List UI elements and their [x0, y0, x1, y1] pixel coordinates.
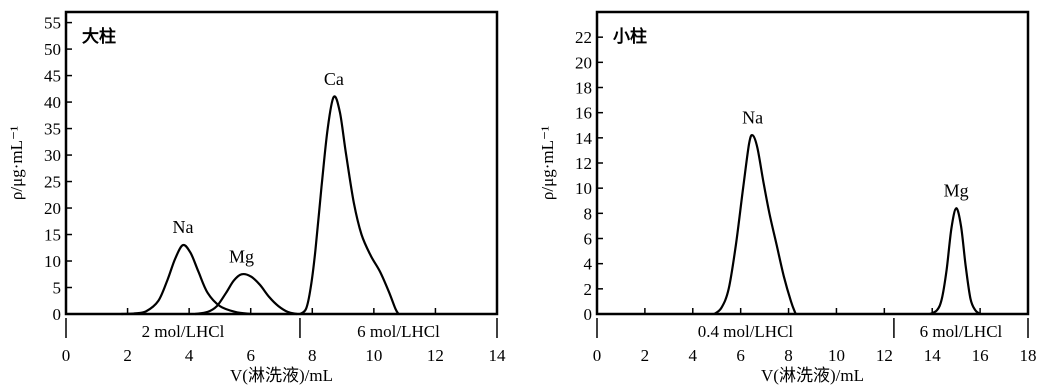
x-tick-label: 8: [308, 346, 317, 365]
x-tick-label: 12: [427, 346, 444, 365]
x-tick-label: 6: [246, 346, 255, 365]
y-tick-label: 12: [575, 154, 592, 173]
x-tick-label: 6: [736, 346, 745, 365]
x-tick-label: 14: [924, 346, 942, 365]
series-line-na: [713, 134, 797, 315]
x-tick-label: 10: [828, 346, 845, 365]
eluent-label: 6 mol/LHCl: [920, 322, 1003, 341]
y-tick-label: 55: [44, 14, 61, 33]
y-tick-label: 45: [44, 67, 61, 86]
y-axis-title: ρ/μg·mL⁻¹: [7, 126, 26, 200]
y-tick-label: 0: [53, 305, 62, 324]
y-tick-label: 20: [575, 53, 592, 72]
peak-label-mg: Mg: [229, 246, 254, 266]
x-tick-label: 8: [784, 346, 793, 365]
x-tick-label: 16: [972, 346, 989, 365]
peak-label-na: Na: [742, 107, 763, 127]
y-tick-label: 15: [44, 226, 61, 245]
y-tick-label: 22: [575, 28, 592, 47]
x-tick-label: 4: [185, 346, 194, 365]
y-tick-label: 10: [575, 179, 592, 198]
x-tick-label: 2: [123, 346, 132, 365]
y-tick-label: 35: [44, 120, 61, 139]
panel-title: 大柱: [82, 26, 116, 47]
eluent-label: 6 mol/LHCl: [357, 322, 440, 341]
series-line-mg: [195, 272, 298, 316]
x-tick-label: 4: [689, 346, 698, 365]
x-tick-label: 0: [62, 346, 71, 365]
x-tick-label: 18: [1020, 346, 1037, 365]
x-tick-label: 12: [876, 346, 893, 365]
x-tick-label: 10: [365, 346, 382, 365]
y-tick-label: 8: [584, 204, 593, 223]
y-tick-label: 40: [44, 93, 61, 112]
eluent-label: 0.4 mol/LHCl: [698, 322, 794, 341]
x-tick-label: 0: [593, 346, 602, 365]
x-tick-label: 14: [489, 346, 507, 365]
peak-label-ca: Ca: [324, 69, 344, 89]
plot-frame: [64, 10, 499, 316]
y-tick-label: 14: [575, 129, 593, 148]
y-tick-label: 0: [584, 305, 593, 324]
x-axis-title: V(淋洗液)/mL: [230, 366, 333, 385]
y-tick-label: 6: [584, 230, 593, 249]
y-axis-title: ρ/μg·mL⁻¹: [538, 126, 557, 200]
x-tick-label: 2: [641, 346, 650, 365]
y-tick-label: 20: [44, 199, 61, 218]
y-tick-label: 2: [584, 280, 593, 299]
y-tick-label: 16: [575, 104, 592, 123]
y-tick-label: 10: [44, 252, 61, 271]
y-tick-label: 18: [575, 79, 592, 98]
series-line-mg: [929, 207, 981, 316]
series-line-na: [121, 243, 251, 316]
series-line-ca: [299, 95, 400, 315]
y-tick-label: 50: [44, 40, 61, 59]
plot-frame: [595, 10, 1030, 316]
panel-title: 小柱: [613, 26, 647, 47]
y-tick-label: 25: [44, 173, 61, 192]
y-tick-label: 4: [584, 255, 593, 274]
y-tick-label: 30: [44, 146, 61, 165]
eluent-label: 2 mol/LHCl: [142, 322, 225, 341]
x-axis-title: V(淋洗液)/mL: [761, 366, 864, 385]
peak-label-mg: Mg: [944, 180, 969, 200]
y-tick-label: 5: [53, 279, 62, 298]
peak-label-na: Na: [172, 217, 193, 237]
